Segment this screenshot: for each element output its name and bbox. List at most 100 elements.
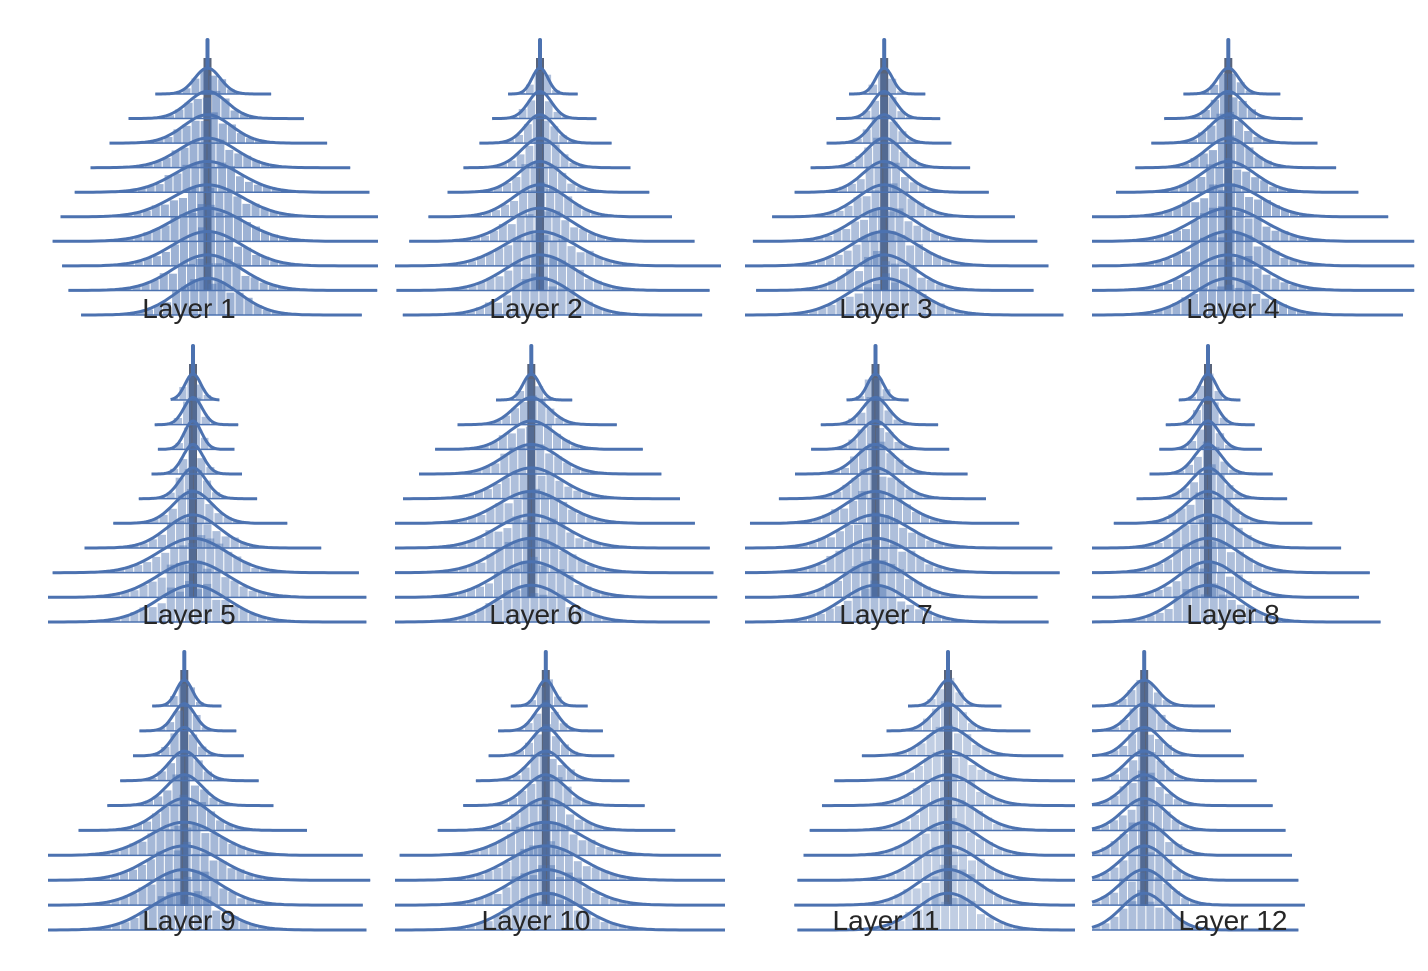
hist-bar: [887, 563, 896, 598]
hist-bar: [600, 922, 609, 930]
hist-bar: [467, 588, 476, 598]
hist-bar: [183, 427, 192, 450]
hist-bar: [582, 210, 591, 217]
hist-bar: [236, 869, 245, 881]
hist-bar: [261, 163, 270, 168]
hist-bar: [515, 134, 523, 144]
hist-bar: [498, 839, 507, 856]
hist-bar: [485, 530, 494, 548]
hist-bar: [1201, 110, 1210, 119]
hist-bar: [842, 484, 851, 499]
hist-bar: [519, 402, 528, 425]
hist-bar: [200, 437, 209, 450]
hist-bar: [572, 468, 581, 474]
hist-bar: [1254, 611, 1263, 622]
hist-bar: [1162, 811, 1171, 831]
hist-bar: [558, 260, 566, 291]
hist-bar: [892, 823, 901, 831]
hist-bar: [155, 851, 164, 881]
hist-bar: [203, 583, 212, 622]
hist-bar: [503, 590, 512, 622]
hist-bar: [546, 408, 555, 425]
hist-bar: [538, 845, 547, 881]
hist-bar: [565, 574, 574, 598]
hist-bar: [1185, 464, 1194, 474]
hist-bar: [605, 239, 614, 242]
kde-line: [169, 372, 221, 402]
hist-bar: [1200, 545, 1209, 573]
hist-bar: [932, 752, 941, 781]
hist-bar: [215, 543, 224, 573]
hist-bar: [200, 789, 209, 806]
hist-bar: [799, 568, 808, 573]
hist-bar: [157, 896, 166, 930]
hist-bar: [1261, 544, 1270, 548]
hist-bar: [498, 223, 507, 242]
hist-bar: [182, 841, 191, 881]
hist-bar: [1012, 902, 1021, 906]
panel-label: Layer 8: [1186, 599, 1279, 630]
hist-bar: [202, 97, 212, 119]
hist-bar: [860, 468, 869, 499]
hist-bar: [1217, 519, 1225, 548]
hist-bar: [253, 184, 262, 193]
hist-bar: [1129, 708, 1138, 731]
hist-bar: [1110, 820, 1118, 831]
hist-bar: [242, 562, 251, 573]
hist-bar: [531, 234, 540, 266]
hist-bar: [885, 850, 894, 856]
hist-bar: [1231, 508, 1240, 524]
hist-bar: [908, 748, 917, 756]
hist-bar: [1145, 800, 1154, 831]
hist-bar: [990, 753, 999, 756]
hist-bar: [571, 445, 580, 450]
hist-bar: [120, 847, 129, 856]
hist-bar: [923, 758, 932, 781]
hist-bar: [146, 186, 155, 193]
hist-bar: [139, 912, 148, 930]
hist-bar: [1245, 607, 1254, 622]
hist-bar: [1191, 541, 1200, 573]
hist-bar: [557, 522, 566, 548]
hist-bar: [1153, 692, 1162, 706]
hist-bar: [153, 796, 163, 806]
hist-bar: [897, 775, 906, 781]
hist-bar: [1146, 734, 1155, 756]
hist-bar: [855, 271, 864, 291]
hist-bar: [184, 102, 193, 119]
hist-bar: [918, 293, 927, 315]
hist-bar: [1225, 111, 1234, 144]
hist-bar: [602, 284, 611, 291]
hist-bar: [1118, 815, 1127, 831]
hist-bar: [1269, 186, 1278, 193]
hist-bar: [819, 285, 828, 291]
hist-bar: [221, 536, 230, 548]
hist-bar: [133, 213, 142, 217]
hist-bar: [212, 90, 221, 119]
hist-bar: [512, 290, 521, 315]
hist-bar: [534, 424, 543, 450]
hist-bar: [816, 589, 825, 598]
hist-bar: [533, 713, 542, 731]
hist-bar: [159, 273, 168, 291]
hist-bar: [549, 240, 558, 266]
hist-bar: [912, 888, 921, 906]
hist-bar: [551, 144, 560, 168]
hist-bar: [1196, 385, 1205, 400]
hist-bar: [224, 551, 233, 573]
hist-bar: [525, 426, 534, 450]
hist-bar: [1136, 799, 1145, 831]
hist-bar: [930, 826, 939, 856]
hist-bar: [618, 901, 627, 906]
hist-bar: [1218, 594, 1227, 622]
hist-bar: [917, 277, 926, 291]
hist-bar: [484, 871, 493, 881]
hist-bar: [584, 541, 593, 548]
hist-bar: [183, 401, 192, 425]
hist-bar: [163, 790, 172, 806]
hist-bar: [484, 302, 494, 315]
hist-bar: [156, 831, 165, 856]
hist-bar: [573, 204, 582, 217]
hist-bar: [564, 854, 573, 881]
hist-bar: [152, 256, 161, 266]
